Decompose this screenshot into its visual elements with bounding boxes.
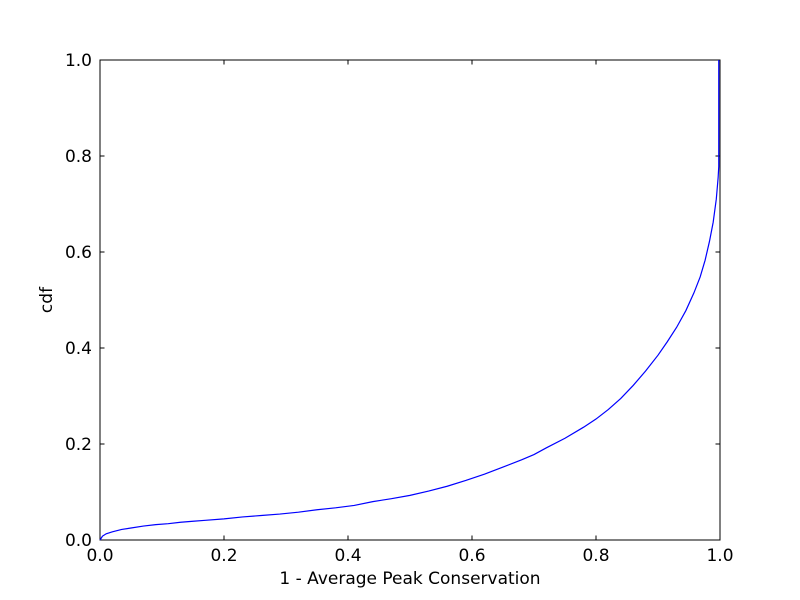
y-tick-label: 0.8 <box>65 147 92 167</box>
y-tick-label: 1.0 <box>65 51 92 71</box>
x-tick-label: 0.0 <box>86 546 113 566</box>
x-tick-label: 0.8 <box>582 546 609 566</box>
y-tick-label: 0.4 <box>65 339 92 359</box>
y-axis-label: cdf <box>37 286 57 313</box>
axis-tick-labels: 0.0 0.2 0.4 0.6 0.8 1.0 0.0 0.2 0.4 0.6 0.8 1.0 <box>65 51 734 566</box>
x-axis-label: 1 - Average Peak Conservation <box>279 569 540 589</box>
x-tick-label: 0.6 <box>458 546 485 566</box>
x-tick-label: 0.2 <box>210 546 237 566</box>
axis-ticks <box>99 59 721 541</box>
cdf-curve <box>99 60 720 541</box>
x-tick-label: 0.4 <box>334 546 361 566</box>
y-tick-label: 0.0 <box>65 531 92 551</box>
x-tick-label: 1.0 <box>706 546 733 566</box>
y-tick-label: 0.2 <box>65 435 92 455</box>
plot-frame <box>99 59 721 541</box>
y-tick-label: 0.6 <box>65 243 92 263</box>
